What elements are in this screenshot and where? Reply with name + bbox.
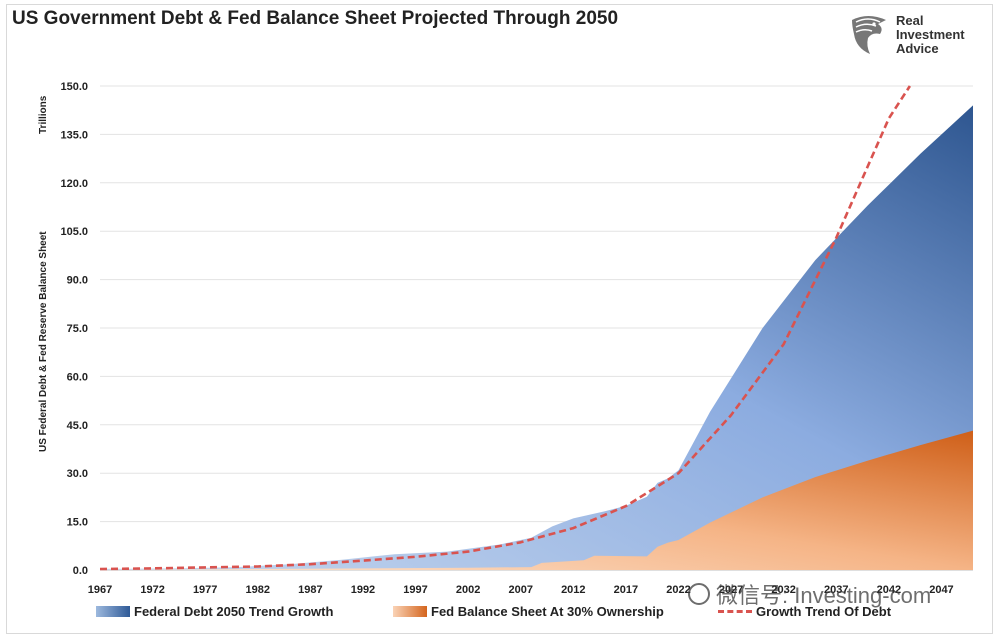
x-tick-label: 1987 [298,584,322,596]
y-tick-label: 60.0 [67,371,88,383]
logo: Real Investment Advice [848,12,988,56]
y-tick-label: 15.0 [67,517,88,529]
legend: Federal Debt 2050 Trend Growth Fed Balan… [96,604,956,624]
chart-title: US Government Debt & Fed Balance Sheet P… [12,8,619,29]
x-tick-label: 2012 [561,584,585,596]
x-tick-label: 2017 [614,584,638,596]
x-tick-label: 2042 [877,584,901,596]
y-tick-label: 120.0 [60,178,88,190]
x-tick-label: 1967 [88,584,112,596]
y-tick-label: 45.0 [67,420,88,432]
legend-item-fed-balance-sheet: Fed Balance Sheet At 30% Ownership [393,604,664,619]
series-area-federal-debt [100,105,973,571]
chart-frame [6,4,993,634]
legend-swatch [393,606,427,617]
x-tick-label: 2022 [666,584,690,596]
x-tick-label: 1992 [351,584,375,596]
x-tick-label: 2007 [508,584,532,596]
legend-swatch [96,606,130,617]
y-tick-label: 135.0 [60,129,88,141]
logo-text: Real Investment Advice [896,13,965,56]
x-tick-label: 1977 [193,584,217,596]
x-tick-label: 2037 [824,584,848,596]
x-tick-label: 1997 [403,584,427,596]
wechat-icon [688,583,710,605]
x-tick-label: 1982 [246,584,270,596]
y-tick-label: 0.0 [73,565,88,577]
y-tick-label: 30.0 [67,468,88,480]
eagle-head-icon [852,16,886,54]
y-tick-label: 90.0 [67,275,88,287]
x-tick-label: 2047 [929,584,953,596]
y-tick-label: 105.0 [60,226,88,238]
y-tick-label: 150.0 [60,81,88,93]
series-area-fed-balance-sheet [100,430,973,570]
watermark: 微信号: Investing-com [688,578,931,610]
legend-item-federal-debt: Federal Debt 2050 Trend Growth [96,604,333,619]
chart-plot: 0.0 15.0 30.0 45.0 60.0 75.0 90.0 105.0 120.0 135… [60,81,973,596]
x-tick-label: 2032 [771,584,795,596]
legend-item-growth-trend: Growth Trend Of Debt [718,604,891,619]
x-tick-label: 2002 [456,584,480,596]
legend-swatch [718,610,752,613]
x-tick-label: 2027 [719,584,743,596]
y-tick-label: 75.0 [67,323,88,335]
series-line-growth-trend [99,85,911,571]
x-tick-label: 1972 [140,584,164,596]
